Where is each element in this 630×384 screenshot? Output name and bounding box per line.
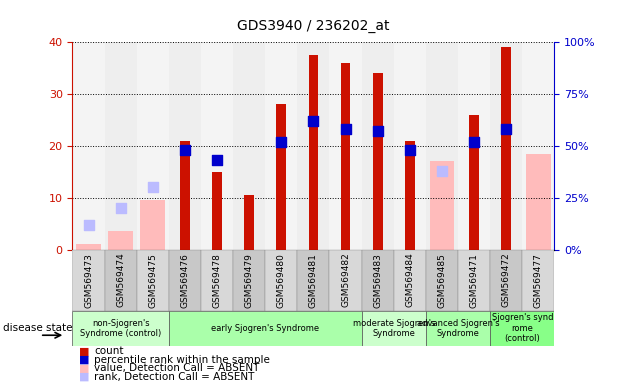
Text: ■: ■ [79, 355, 89, 365]
Bar [105, 250, 137, 311]
Bar [394, 42, 426, 250]
Bar [458, 250, 490, 311]
Text: GSM569471: GSM569471 [469, 253, 479, 308]
Text: disease state: disease state [3, 323, 72, 333]
Bar [277, 104, 286, 250]
Bar [137, 42, 169, 250]
Point [212, 157, 222, 164]
Bar [233, 42, 265, 250]
Point [437, 168, 447, 174]
Text: GSM569475: GSM569475 [148, 253, 158, 308]
Text: non-Sjogren's
Syndrome (control): non-Sjogren's Syndrome (control) [80, 319, 161, 338]
Bar [522, 250, 554, 311]
Text: GSM569481: GSM569481 [309, 253, 318, 308]
Bar [265, 250, 297, 311]
Bar [373, 73, 382, 250]
Bar [394, 250, 426, 311]
Point [340, 126, 350, 132]
Point [180, 147, 190, 153]
Bar [405, 141, 415, 250]
Bar [297, 42, 329, 250]
Text: percentile rank within the sample: percentile rank within the sample [94, 355, 270, 365]
Text: GSM569477: GSM569477 [534, 253, 543, 308]
Bar [169, 250, 201, 311]
Bar [105, 42, 137, 250]
Bar [169, 42, 201, 250]
Text: GSM569472: GSM569472 [501, 253, 511, 308]
Bar [526, 154, 551, 250]
Bar [362, 42, 394, 250]
Bar [212, 172, 222, 250]
Point [501, 126, 511, 132]
Text: GSM569479: GSM569479 [244, 253, 254, 308]
Point [308, 118, 318, 124]
Text: moderate Sjogren's
Syndrome: moderate Sjogren's Syndrome [353, 319, 435, 338]
Point [147, 184, 158, 190]
Bar [140, 200, 165, 250]
Bar [329, 250, 362, 311]
Bar [362, 311, 426, 346]
Bar [469, 115, 479, 250]
Text: GSM569476: GSM569476 [180, 253, 190, 308]
Text: ■: ■ [79, 372, 89, 382]
Bar [201, 42, 233, 250]
Text: GSM569474: GSM569474 [116, 253, 125, 308]
Bar [137, 250, 169, 311]
Bar [362, 250, 394, 311]
Text: GSM569473: GSM569473 [84, 253, 93, 308]
Bar [490, 250, 522, 311]
Bar [309, 55, 318, 250]
Bar [341, 63, 350, 250]
Text: early Sjogren's Syndrome: early Sjogren's Syndrome [211, 324, 319, 333]
Bar [265, 42, 297, 250]
Text: GSM569483: GSM569483 [373, 253, 382, 308]
Bar [72, 42, 105, 250]
Text: GSM569482: GSM569482 [341, 253, 350, 308]
Text: value, Detection Call = ABSENT: value, Detection Call = ABSENT [94, 363, 260, 373]
Bar [76, 245, 101, 250]
Text: advanced Sjogren's
Syndrome: advanced Sjogren's Syndrome [416, 319, 500, 338]
Text: GSM569485: GSM569485 [437, 253, 447, 308]
Bar [297, 250, 329, 311]
Bar [426, 311, 490, 346]
Point [276, 139, 286, 145]
Bar [329, 42, 362, 250]
Bar [169, 311, 362, 346]
Text: rank, Detection Call = ABSENT: rank, Detection Call = ABSENT [94, 372, 255, 382]
Text: GDS3940 / 236202_at: GDS3940 / 236202_at [237, 19, 390, 33]
Text: Sjogren's synd
rome
(control): Sjogren's synd rome (control) [491, 313, 553, 343]
Bar [426, 250, 458, 311]
Point [469, 139, 479, 145]
Bar [244, 195, 254, 250]
Bar [201, 250, 233, 311]
Text: ■: ■ [79, 363, 89, 373]
Bar [430, 162, 454, 250]
Point [83, 222, 94, 228]
Bar [490, 311, 554, 346]
Point [116, 205, 126, 211]
Bar [458, 42, 490, 250]
Point [372, 128, 382, 134]
Bar [490, 42, 522, 250]
Bar [72, 311, 169, 346]
Bar [522, 42, 554, 250]
Text: GSM569480: GSM569480 [277, 253, 286, 308]
Text: ■: ■ [79, 346, 89, 356]
Text: GSM569478: GSM569478 [212, 253, 222, 308]
Bar [72, 250, 105, 311]
Text: GSM569484: GSM569484 [405, 253, 415, 308]
Bar [180, 141, 190, 250]
Bar [233, 250, 265, 311]
Bar [108, 232, 133, 250]
Bar [426, 42, 458, 250]
Point [404, 147, 415, 153]
Text: count: count [94, 346, 124, 356]
Bar [501, 47, 511, 250]
